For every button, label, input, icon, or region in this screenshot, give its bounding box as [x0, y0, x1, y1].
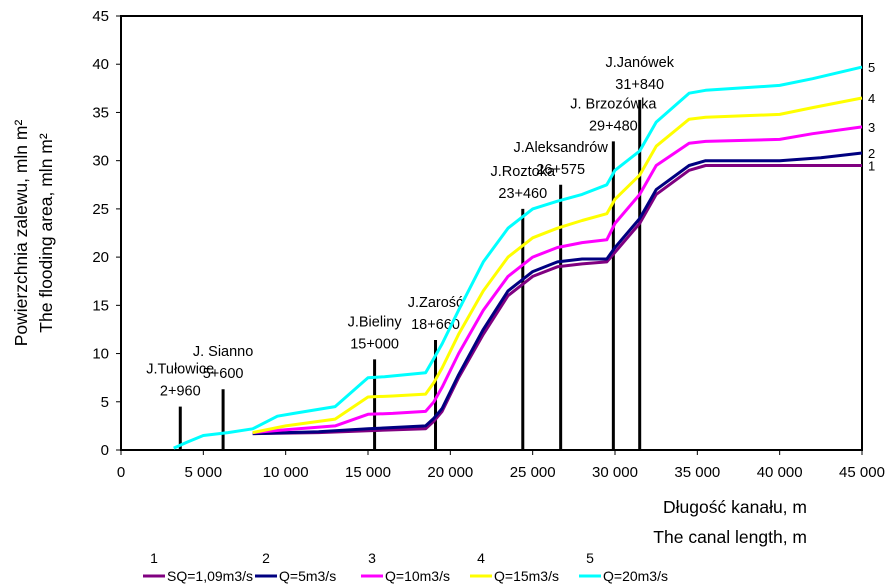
series-end-label: 4: [868, 91, 875, 106]
x-axis-title-line-1: Długość kanału, m: [663, 497, 807, 517]
series-line-2: [252, 151, 863, 436]
x-tick-label: 25 000: [510, 464, 556, 481]
y-tick-label: 45: [92, 8, 109, 25]
weir-chainage-label: 15+000: [350, 336, 399, 352]
legend-label: SQ=1,09m3/s: [167, 568, 253, 584]
weir-name-label: J. Sianno: [193, 344, 253, 360]
series-end-labels: 12 3 4 5: [868, 60, 875, 173]
y-axis-ticks: 0 5 10 15 20 25 30 35 40 45: [92, 8, 121, 459]
y-tick-label: 20: [92, 249, 109, 266]
y-tick-label: 25: [92, 201, 109, 218]
series-end-label: 5: [868, 60, 875, 75]
x-tick-label: 40 000: [757, 464, 803, 481]
weir-chainage-label: 23+460: [498, 186, 547, 202]
x-tick-label: 5 000: [185, 464, 223, 481]
series-line-3: [252, 125, 863, 435]
x-axis-ticks: 0 5 000 10 000 15 000 20 000 25 000 30 000 35 0…: [117, 450, 885, 481]
x-tick-label: 35 000: [674, 464, 720, 481]
series-line-4: [252, 96, 863, 435]
weir-name-label: J.Zarość: [408, 295, 464, 311]
x-tick-label: 0: [117, 464, 125, 481]
y-tick-label: 10: [92, 346, 109, 363]
y-axis-title-line-1: Powierzchnia zalewu, mln m²: [11, 120, 31, 347]
legend-label: Q=10m3/s: [385, 568, 450, 584]
y-tick-label: 5: [101, 394, 109, 411]
weir-name-label: J.Janówek: [605, 55, 674, 71]
legend-label: Q=15m3/s: [494, 568, 559, 584]
series-end-label: 1: [868, 158, 875, 173]
weir-chainage-label: 29+480: [589, 118, 638, 134]
weir-name-label: J.Roztoka: [491, 164, 556, 180]
weir-chainage-label: 26+575: [536, 162, 585, 178]
series-end-label: 3: [868, 120, 875, 135]
x-tick-label: 20 000: [427, 464, 473, 481]
weir-name-label: J.Tułowice: [146, 362, 214, 378]
legend-number: 3: [368, 550, 376, 566]
legend-number: 4: [477, 550, 485, 566]
series-line-5: [173, 65, 863, 450]
series-end-label: 2: [868, 146, 875, 161]
legend: 1 SQ=1,09m3/s 2 Q=5m3/s 3 Q=10m3/s 4 Q=15m3/s 5Q…: [143, 550, 668, 584]
weir-chainage-label: 5+600: [203, 366, 244, 382]
weir-chainage-label: 31+840: [615, 77, 664, 93]
legend-number: 1: [150, 550, 158, 566]
x-axis-title-line-2: The canal length, m: [653, 527, 807, 547]
legend-number: 5: [586, 550, 594, 566]
x-tick-label: 45 000: [839, 464, 885, 481]
plot-area: [120, 15, 863, 451]
y-axis-title-line-2: The flooding area, mln m²: [36, 133, 56, 333]
legend-number: 2: [262, 550, 270, 566]
y-tick-label: 35: [92, 104, 109, 121]
y-tick-label: 15: [92, 297, 109, 314]
y-tick-label: 40: [92, 56, 109, 73]
x-tick-label: 30 000: [592, 464, 638, 481]
legend-label: Q=5m3/s: [279, 568, 336, 584]
x-tick-label: 10 000: [263, 464, 309, 481]
series-lines: [173, 65, 863, 450]
weir-name-label: J.Bieliny: [348, 314, 403, 330]
legend-label: Q=20m3/s: [603, 568, 668, 584]
y-tick-label: 30: [92, 153, 109, 170]
weir-name-label: J. Brzozówka: [570, 96, 657, 112]
weir-chainage-label: 2+960: [160, 384, 201, 400]
series-line-1: [252, 164, 862, 436]
weir-name-label: J.Aleksandrów: [514, 140, 609, 156]
x-tick-label: 15 000: [345, 464, 391, 481]
y-tick-label: 0: [101, 442, 109, 459]
